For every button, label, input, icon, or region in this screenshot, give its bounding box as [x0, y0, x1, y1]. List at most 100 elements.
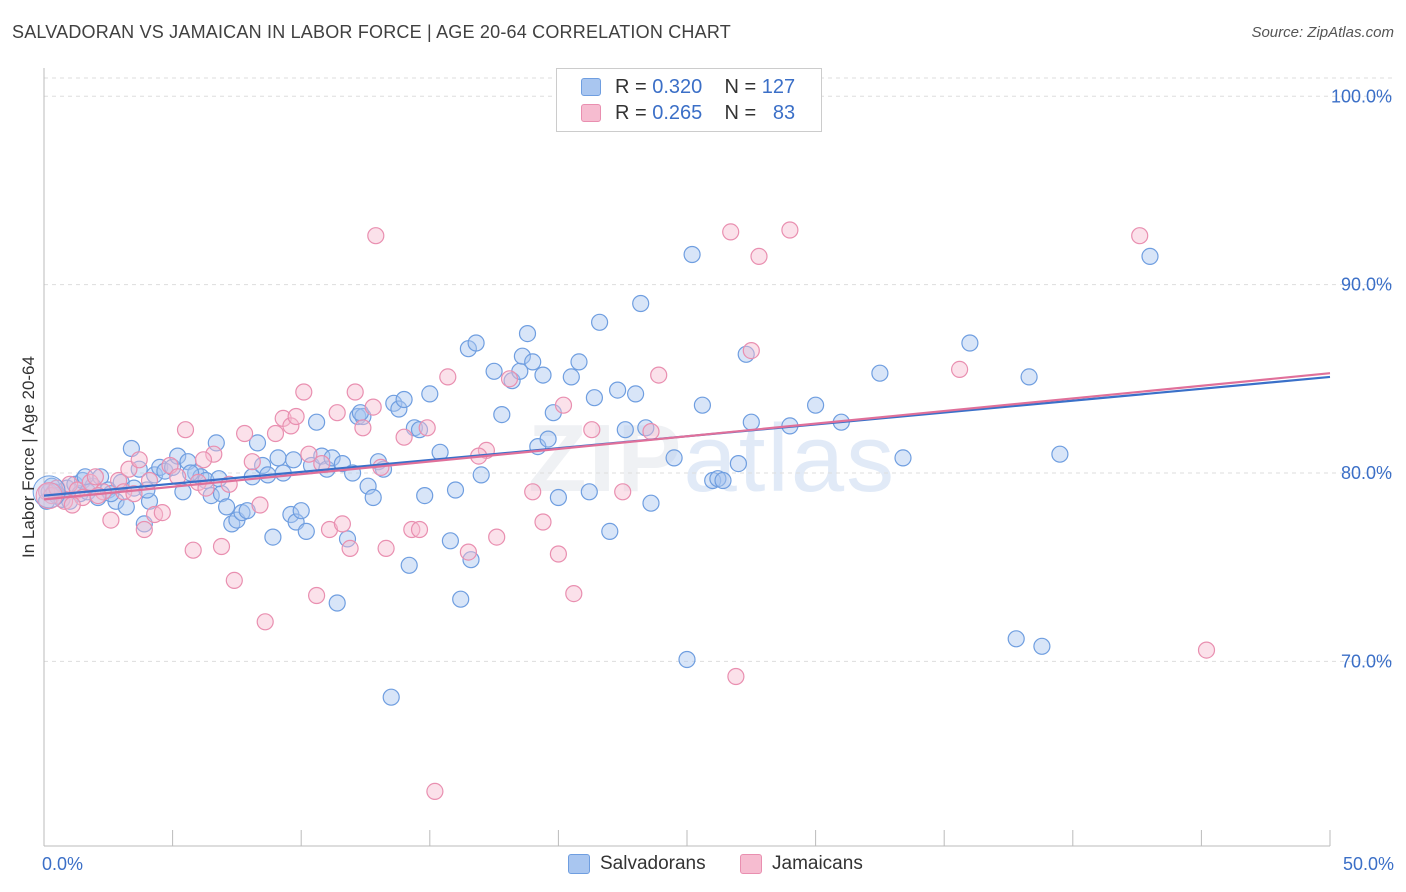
salvadoran-point	[416, 487, 434, 505]
salvadoran-point	[714, 471, 732, 490]
jamaican-point	[549, 545, 568, 563]
salvadoran-point	[665, 449, 683, 467]
jamaican-point	[102, 511, 120, 529]
salvadoran-point	[218, 498, 236, 516]
n-value: 127	[761, 76, 796, 98]
salvadoran-point	[248, 434, 267, 452]
jamaican-point	[135, 520, 153, 539]
salvadorans-legend-label: Salvadorans	[600, 853, 706, 874]
jamaican-point	[300, 445, 318, 463]
salvadoran-point	[894, 449, 912, 467]
jamaican-point	[287, 407, 305, 426]
salvadoran-point	[452, 590, 470, 608]
salvadorans-swatch	[581, 78, 601, 96]
salvadoran-point	[683, 245, 701, 264]
jamaican-point	[205, 445, 223, 463]
salvadoran-point	[518, 325, 537, 343]
jamaican-point	[459, 543, 477, 561]
jamaican-point	[367, 227, 385, 245]
jamaican-point	[308, 586, 326, 605]
salvadorans-legend-swatch	[568, 854, 590, 874]
r-label: R =	[615, 76, 647, 98]
salvadoran-point	[269, 449, 287, 467]
jamaican-point	[194, 451, 213, 469]
salvadoran-point	[608, 381, 627, 399]
salvadoran-point	[562, 368, 580, 386]
jamaican-trend-line	[43, 372, 1331, 501]
salvadoran-point	[441, 532, 459, 550]
jamaicans-swatch	[581, 104, 601, 122]
jamaican-point	[282, 417, 300, 435]
salvadoran-point	[1007, 630, 1025, 648]
jamaican-point	[642, 423, 660, 441]
jamaicans-legend-swatch	[740, 854, 762, 874]
salvadoran-point	[472, 466, 490, 484]
salvadoran-point	[642, 494, 660, 512]
salvadoran-point	[534, 366, 552, 384]
jamaican-point	[295, 383, 313, 401]
legend-row-text: R = 0.320 N = 127	[615, 76, 795, 99]
r-value: 0.320	[652, 76, 703, 98]
jamaican-point	[86, 468, 105, 486]
jamaican-point	[750, 247, 768, 265]
jamaican-point	[781, 221, 799, 239]
jamaican-point	[410, 520, 429, 539]
jamaican-point	[614, 483, 632, 501]
jamaican-point	[266, 424, 285, 443]
salvadoran-point	[364, 488, 382, 507]
salvadoran-point	[1141, 247, 1159, 265]
salvadoran-point	[1051, 445, 1069, 463]
salvadoran-point	[264, 528, 282, 546]
label-layer: 70.0% 80.0% 90.0% 100.0% 0.0% 50.0% In Labor F…	[19, 86, 1394, 874]
jamaican-point	[377, 539, 395, 558]
salvadoran-point	[382, 688, 400, 706]
jamaican-point	[722, 223, 740, 241]
salvadoran-point	[395, 390, 413, 409]
grid-layer	[44, 77, 1392, 662]
jamaican-point	[225, 571, 243, 590]
axis-layer	[43, 68, 1331, 847]
y-tick-label: 70.0%	[1341, 651, 1392, 671]
jamaican-point	[500, 370, 519, 388]
salvadoran-point	[806, 396, 825, 414]
jamaican-point	[488, 528, 506, 546]
y-axis-title: In Labor Force | Age 20-64	[19, 356, 38, 558]
salvadoran-point	[580, 483, 598, 501]
chart-title: SALVADORAN VS JAMAICAN IN LABOR FORCE | …	[12, 22, 731, 42]
jamaican-point	[524, 483, 542, 501]
watermark-zip: ZIP	[528, 405, 684, 512]
salvadoran-point	[323, 449, 341, 467]
jamaican-point	[950, 360, 969, 378]
salvadoran-point	[400, 556, 418, 574]
salvadoran-point	[524, 353, 542, 371]
salvadoran-point	[693, 396, 712, 414]
jamaican-point	[395, 428, 413, 446]
correlation-legend: R = 0.320 N = 127 R = 0.265 N = 83	[556, 68, 822, 132]
legend-row-text: R = 0.265 N = 83	[615, 102, 795, 125]
x-tick-label: 0.0%	[42, 854, 83, 874]
jamaican-point	[583, 421, 601, 439]
salvadoran-point	[513, 347, 532, 365]
salvadoran-point	[164, 458, 182, 476]
jamaican-point	[169, 468, 187, 486]
salvadoran-point	[390, 400, 408, 418]
salvadoran-point	[308, 413, 326, 431]
jamaican-point	[426, 782, 444, 801]
jamaican-point	[364, 398, 382, 416]
x-tick-label: 50.0%	[1343, 854, 1394, 874]
salvadoran-point	[254, 456, 272, 475]
salvadoran-point	[539, 430, 557, 448]
salvadoran-point	[742, 413, 760, 431]
n-label: N =	[724, 102, 757, 124]
jamaican-point	[130, 451, 148, 469]
watermark-atlas: atlas	[683, 405, 897, 512]
jamaican-point	[534, 513, 552, 531]
y-tick-label: 90.0%	[1341, 275, 1392, 295]
jamaican-point	[333, 515, 351, 533]
jamaican-point	[153, 503, 171, 522]
salvadoran-point	[284, 451, 303, 469]
jamaican-point	[1131, 227, 1149, 245]
salvadoran-point	[1033, 637, 1051, 655]
salvadoran-point	[961, 334, 979, 352]
